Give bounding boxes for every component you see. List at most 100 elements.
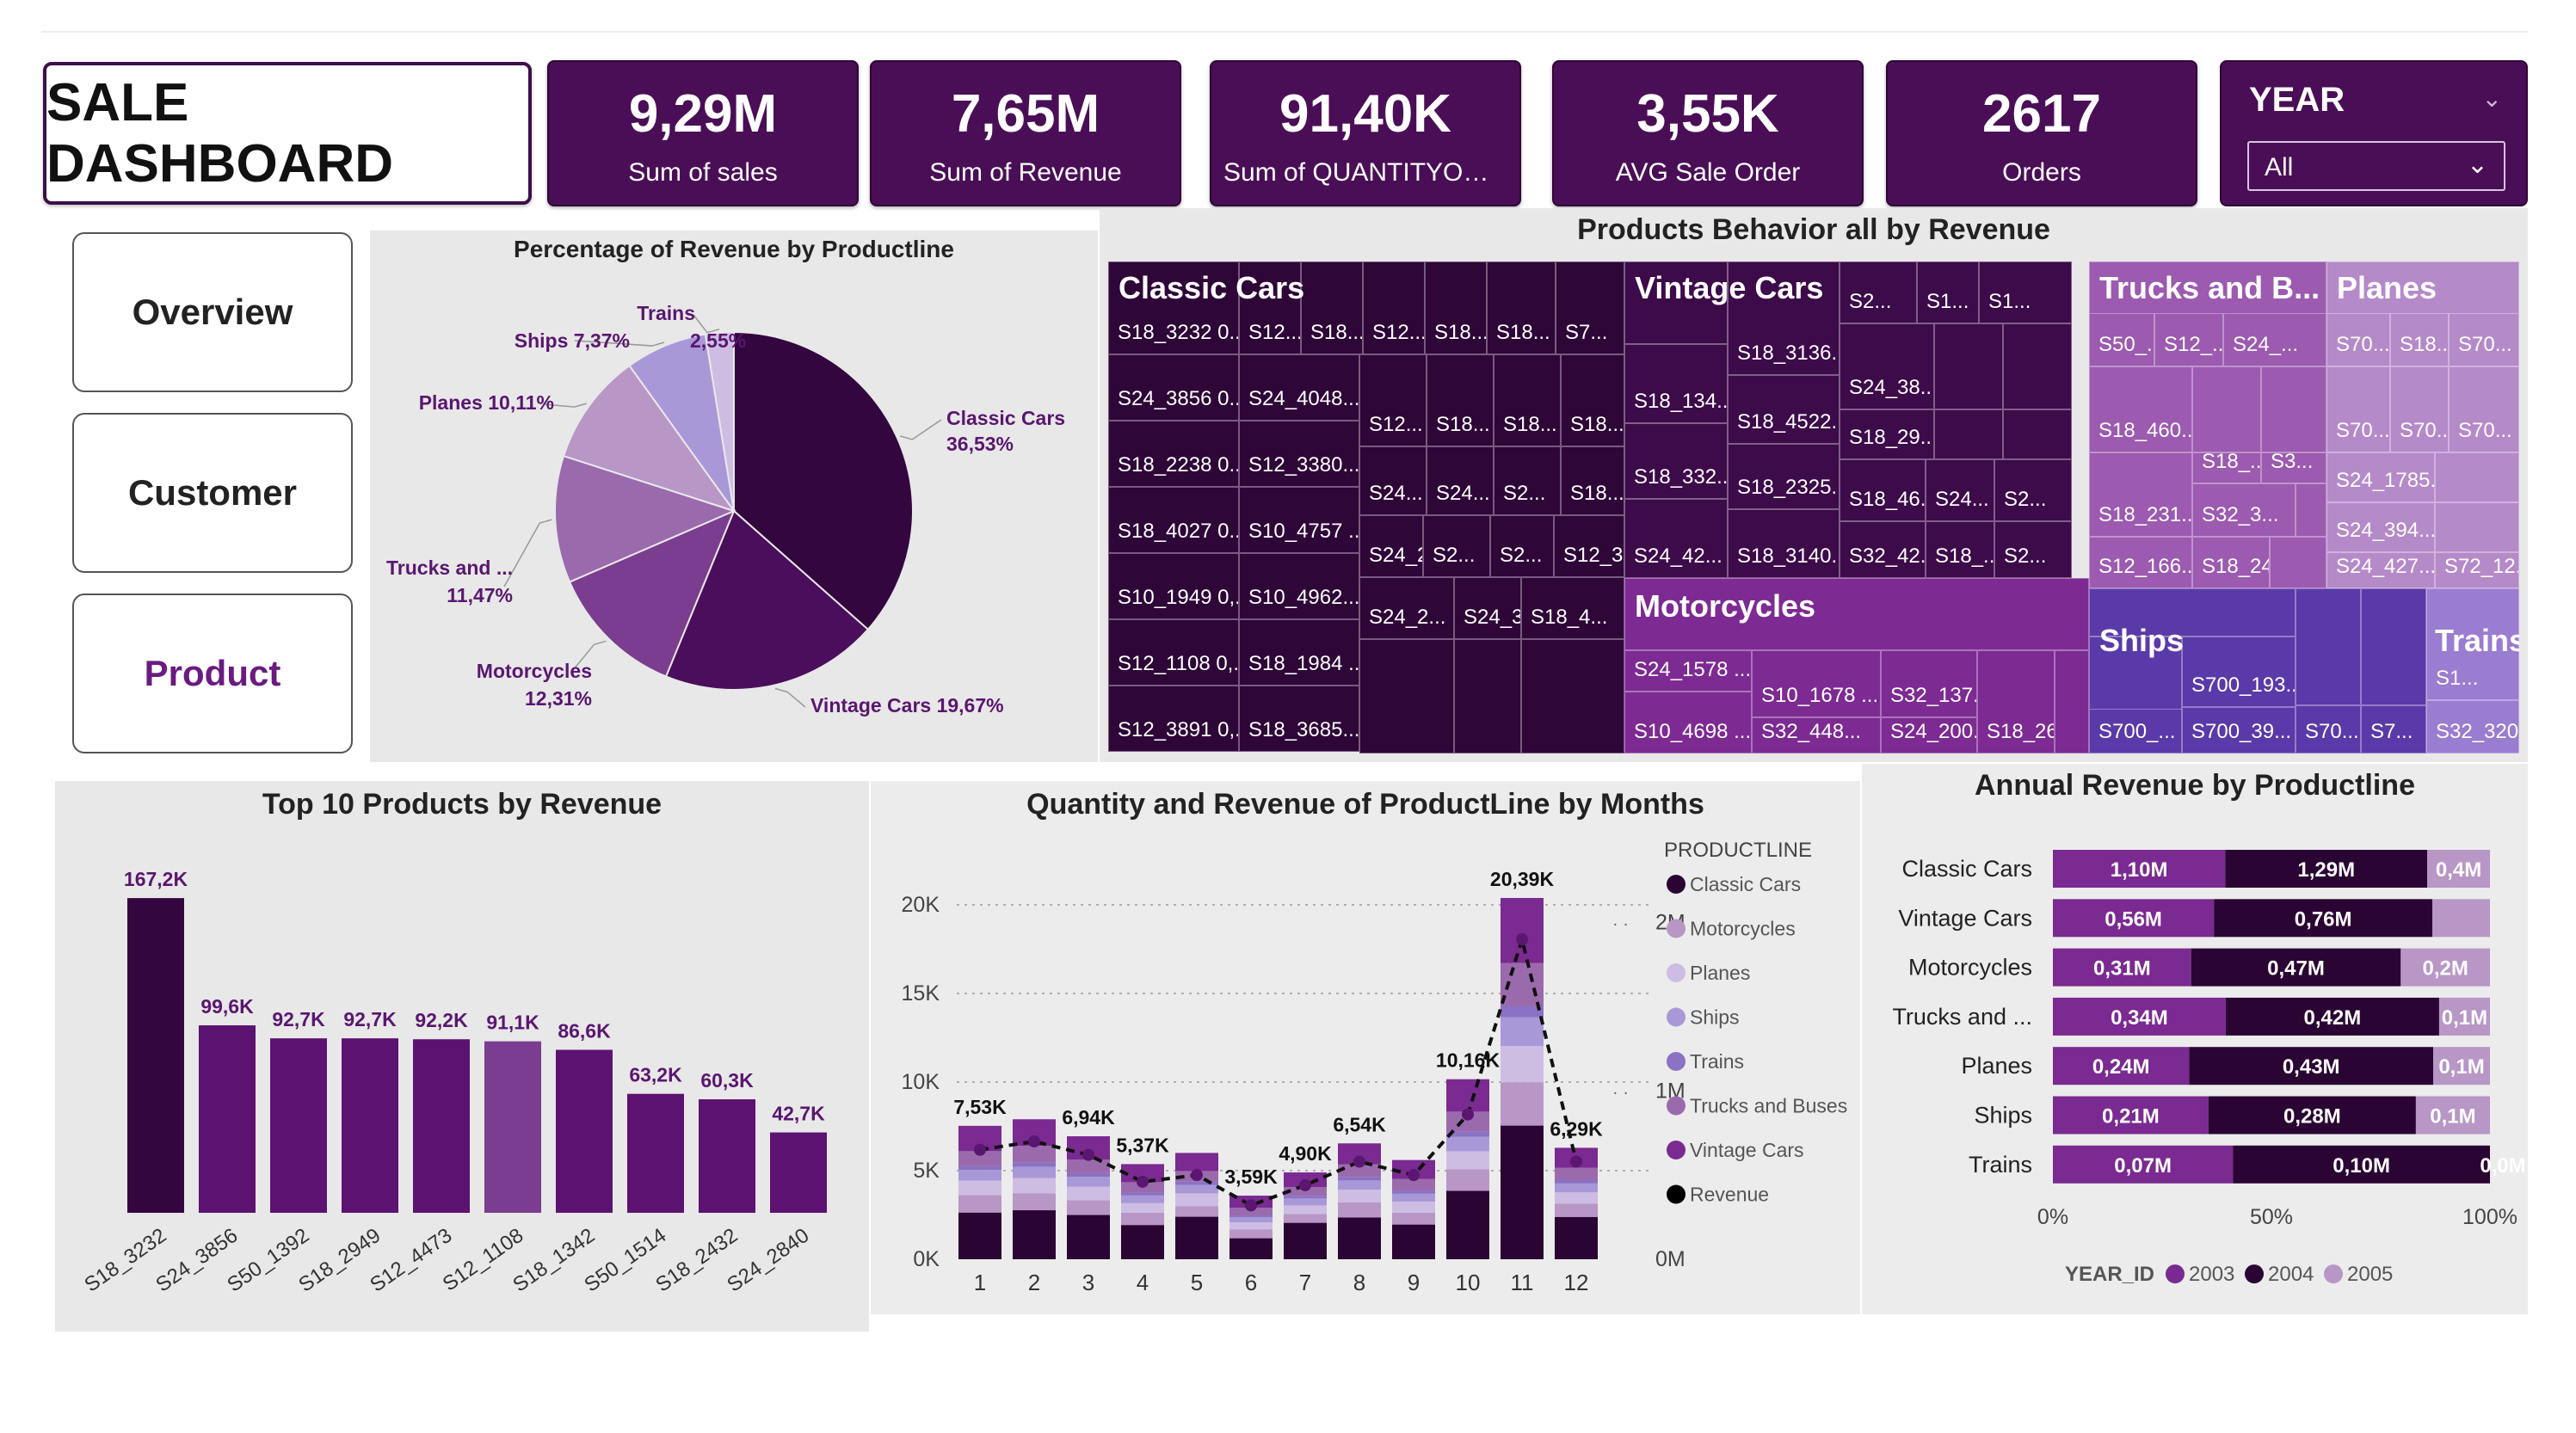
- treemap-cell[interactable]: S24_38...: [1840, 323, 1934, 409]
- top10-bar[interactable]: [770, 1132, 827, 1213]
- treemap-cell[interactable]: S70...: [2296, 705, 2361, 753]
- combo-bar-segment[interactable]: [1175, 1181, 1218, 1185]
- treemap-cell[interactable]: S32_137...: [1881, 650, 1977, 717]
- combo-bar-segment[interactable]: [1555, 1192, 1598, 1204]
- combo-revenue-point[interactable]: [1082, 1148, 1094, 1161]
- annual-bar-segment[interactable]: [2400, 948, 2490, 987]
- combo-bar-segment[interactable]: [1284, 1196, 1327, 1199]
- treemap-cell[interactable]: S700_193...: [2182, 637, 2296, 707]
- combo-bar-segment[interactable]: [1284, 1187, 1327, 1196]
- combo-bar-segment[interactable]: [1229, 1238, 1273, 1259]
- combo-bar-segment[interactable]: [958, 1170, 1001, 1181]
- combo-bar-segment[interactable]: [1392, 1193, 1435, 1202]
- combo-bar-segment[interactable]: [1175, 1153, 1218, 1172]
- treemap-cell[interactable]: S12_1108 0,...: [1108, 619, 1239, 686]
- treemap-cell[interactable]: S18_...: [2192, 452, 2261, 483]
- treemap-cell[interactable]: S10_1949 0,...: [1108, 553, 1239, 619]
- combo-bar-segment[interactable]: [1555, 1203, 1598, 1217]
- treemap-cell[interactable]: S10_4962...: [1239, 553, 1359, 619]
- treemap-cell[interactable]: [2435, 452, 2519, 502]
- treemap-cell[interactable]: [2435, 502, 2519, 552]
- combo-bar-segment[interactable]: [1229, 1215, 1273, 1218]
- combo-bar-segment[interactable]: [1338, 1177, 1381, 1181]
- treemap-cell[interactable]: S18_1984 ...: [1239, 619, 1359, 686]
- combo-bar-segment[interactable]: [1501, 1082, 1544, 1126]
- treemap-cell[interactable]: S18_231...: [2089, 452, 2192, 537]
- treemap-cell[interactable]: S24_2...: [1359, 577, 1454, 639]
- annual-bar-segment[interactable]: [2053, 899, 2215, 938]
- treemap-cell[interactable]: S12...: [1239, 261, 1301, 354]
- combo-bar-segment[interactable]: [1555, 1167, 1598, 1181]
- treemap-cell[interactable]: S18_4...: [1521, 577, 1624, 639]
- treemap-cell[interactable]: S24_3856 0...: [1108, 354, 1239, 421]
- treemap-cell[interactable]: [2089, 588, 2296, 637]
- treemap-cell[interactable]: S18_3232 0...: [1108, 261, 1239, 354]
- annual-bar-segment[interactable]: [2053, 1047, 2190, 1086]
- combo-bar-segment[interactable]: [958, 1151, 1001, 1166]
- top10-bar[interactable]: [270, 1038, 327, 1213]
- pie-slice[interactable]: [704, 330, 735, 512]
- combo-bar-segment[interactable]: [1446, 1131, 1489, 1137]
- treemap-cell[interactable]: S70...: [2326, 313, 2390, 366]
- combo-bar-segment[interactable]: [1284, 1198, 1327, 1206]
- top10-bar[interactable]: [484, 1041, 541, 1213]
- pie-slice[interactable]: [554, 454, 736, 583]
- combo-bar-segment[interactable]: [958, 1180, 1001, 1196]
- annual-bar-segment[interactable]: [2053, 948, 2191, 987]
- treemap-cell[interactable]: [2261, 366, 2326, 452]
- combo-bar-segment[interactable]: [1067, 1177, 1110, 1187]
- combo-bar-segment[interactable]: [1392, 1212, 1435, 1225]
- combo-revenue-point[interactable]: [974, 1143, 986, 1156]
- treemap-cell[interactable]: S12...: [1359, 354, 1427, 446]
- treemap-cell[interactable]: S18_3140...: [1728, 509, 1840, 578]
- annual-bar-segment[interactable]: [2053, 997, 2226, 1036]
- annual-bar-segment[interactable]: [2225, 997, 2439, 1036]
- combo-bar-segment[interactable]: [1555, 1180, 1598, 1184]
- treemap-cell[interactable]: S24_28...: [1359, 515, 1423, 577]
- annual-bar-segment[interactable]: [2191, 948, 2401, 987]
- combo-bar-segment[interactable]: [1121, 1212, 1164, 1226]
- treemap-cell[interactable]: S24_427...: [2326, 552, 2435, 588]
- treemap-cell[interactable]: S18_460...: [2089, 366, 2192, 452]
- combo-bar-segment[interactable]: [1338, 1202, 1381, 1218]
- combo-bar-segment[interactable]: [1446, 1079, 1489, 1112]
- annual-bar-segment[interactable]: [2053, 850, 2226, 888]
- annual-bar-segment[interactable]: [2053, 1145, 2234, 1184]
- combo-bar-segment[interactable]: [1555, 1216, 1598, 1259]
- combo-bar-segment[interactable]: [958, 1195, 1001, 1213]
- treemap-cell[interactable]: S24_4048...: [1239, 354, 1359, 421]
- treemap-cell[interactable]: S18_332...: [1624, 423, 1728, 499]
- treemap-cell[interactable]: S18_...: [1926, 521, 1994, 578]
- combo-bar-segment[interactable]: [1446, 1136, 1489, 1152]
- combo-revenue-point[interactable]: [1191, 1169, 1203, 1182]
- combo-bar-segment[interactable]: [1392, 1224, 1435, 1259]
- treemap-cell[interactable]: S18_2238 0...: [1108, 421, 1239, 487]
- treemap-cell[interactable]: S12...: [1363, 261, 1425, 354]
- annual-bar-segment[interactable]: [2427, 850, 2490, 888]
- treemap-cell[interactable]: S12_3891 0,...: [1108, 686, 1239, 752]
- treemap-cell[interactable]: S1...: [1979, 261, 2072, 323]
- combo-revenue-point[interactable]: [1245, 1199, 1257, 1212]
- combo-revenue-point[interactable]: [1570, 1155, 1582, 1168]
- treemap-cell[interactable]: [1934, 323, 2003, 409]
- combo-revenue-point[interactable]: [1353, 1155, 1365, 1168]
- top10-bar[interactable]: [699, 1099, 755, 1213]
- pie-slice[interactable]: [628, 333, 735, 512]
- year-dropdown[interactable]: All ⌄: [2247, 141, 2505, 191]
- combo-bar-segment[interactable]: [1229, 1217, 1273, 1223]
- treemap-cell[interactable]: S18_29...: [1840, 409, 1934, 459]
- treemap-cell[interactable]: [2270, 537, 2326, 588]
- combo-bar-segment[interactable]: [1338, 1180, 1381, 1190]
- treemap-cell[interactable]: S18_4522...: [1728, 375, 1840, 444]
- combo-bar-segment[interactable]: [1555, 1183, 1598, 1193]
- combo-bar-segment[interactable]: [1284, 1214, 1327, 1223]
- combo-bar-segment[interactable]: [1175, 1184, 1218, 1194]
- treemap-cell[interactable]: S18...: [1427, 354, 1494, 446]
- treemap-cell[interactable]: S700_...: [2089, 709, 2182, 753]
- treemap-cell[interactable]: S24_31...: [1454, 577, 1521, 639]
- top10-bar[interactable]: [556, 1049, 613, 1213]
- annual-bar-segment[interactable]: [2432, 899, 2490, 938]
- combo-revenue-point[interactable]: [1516, 933, 1528, 946]
- treemap-cell[interactable]: S18...: [1425, 261, 1487, 354]
- treemap-cell[interactable]: [1521, 639, 1624, 753]
